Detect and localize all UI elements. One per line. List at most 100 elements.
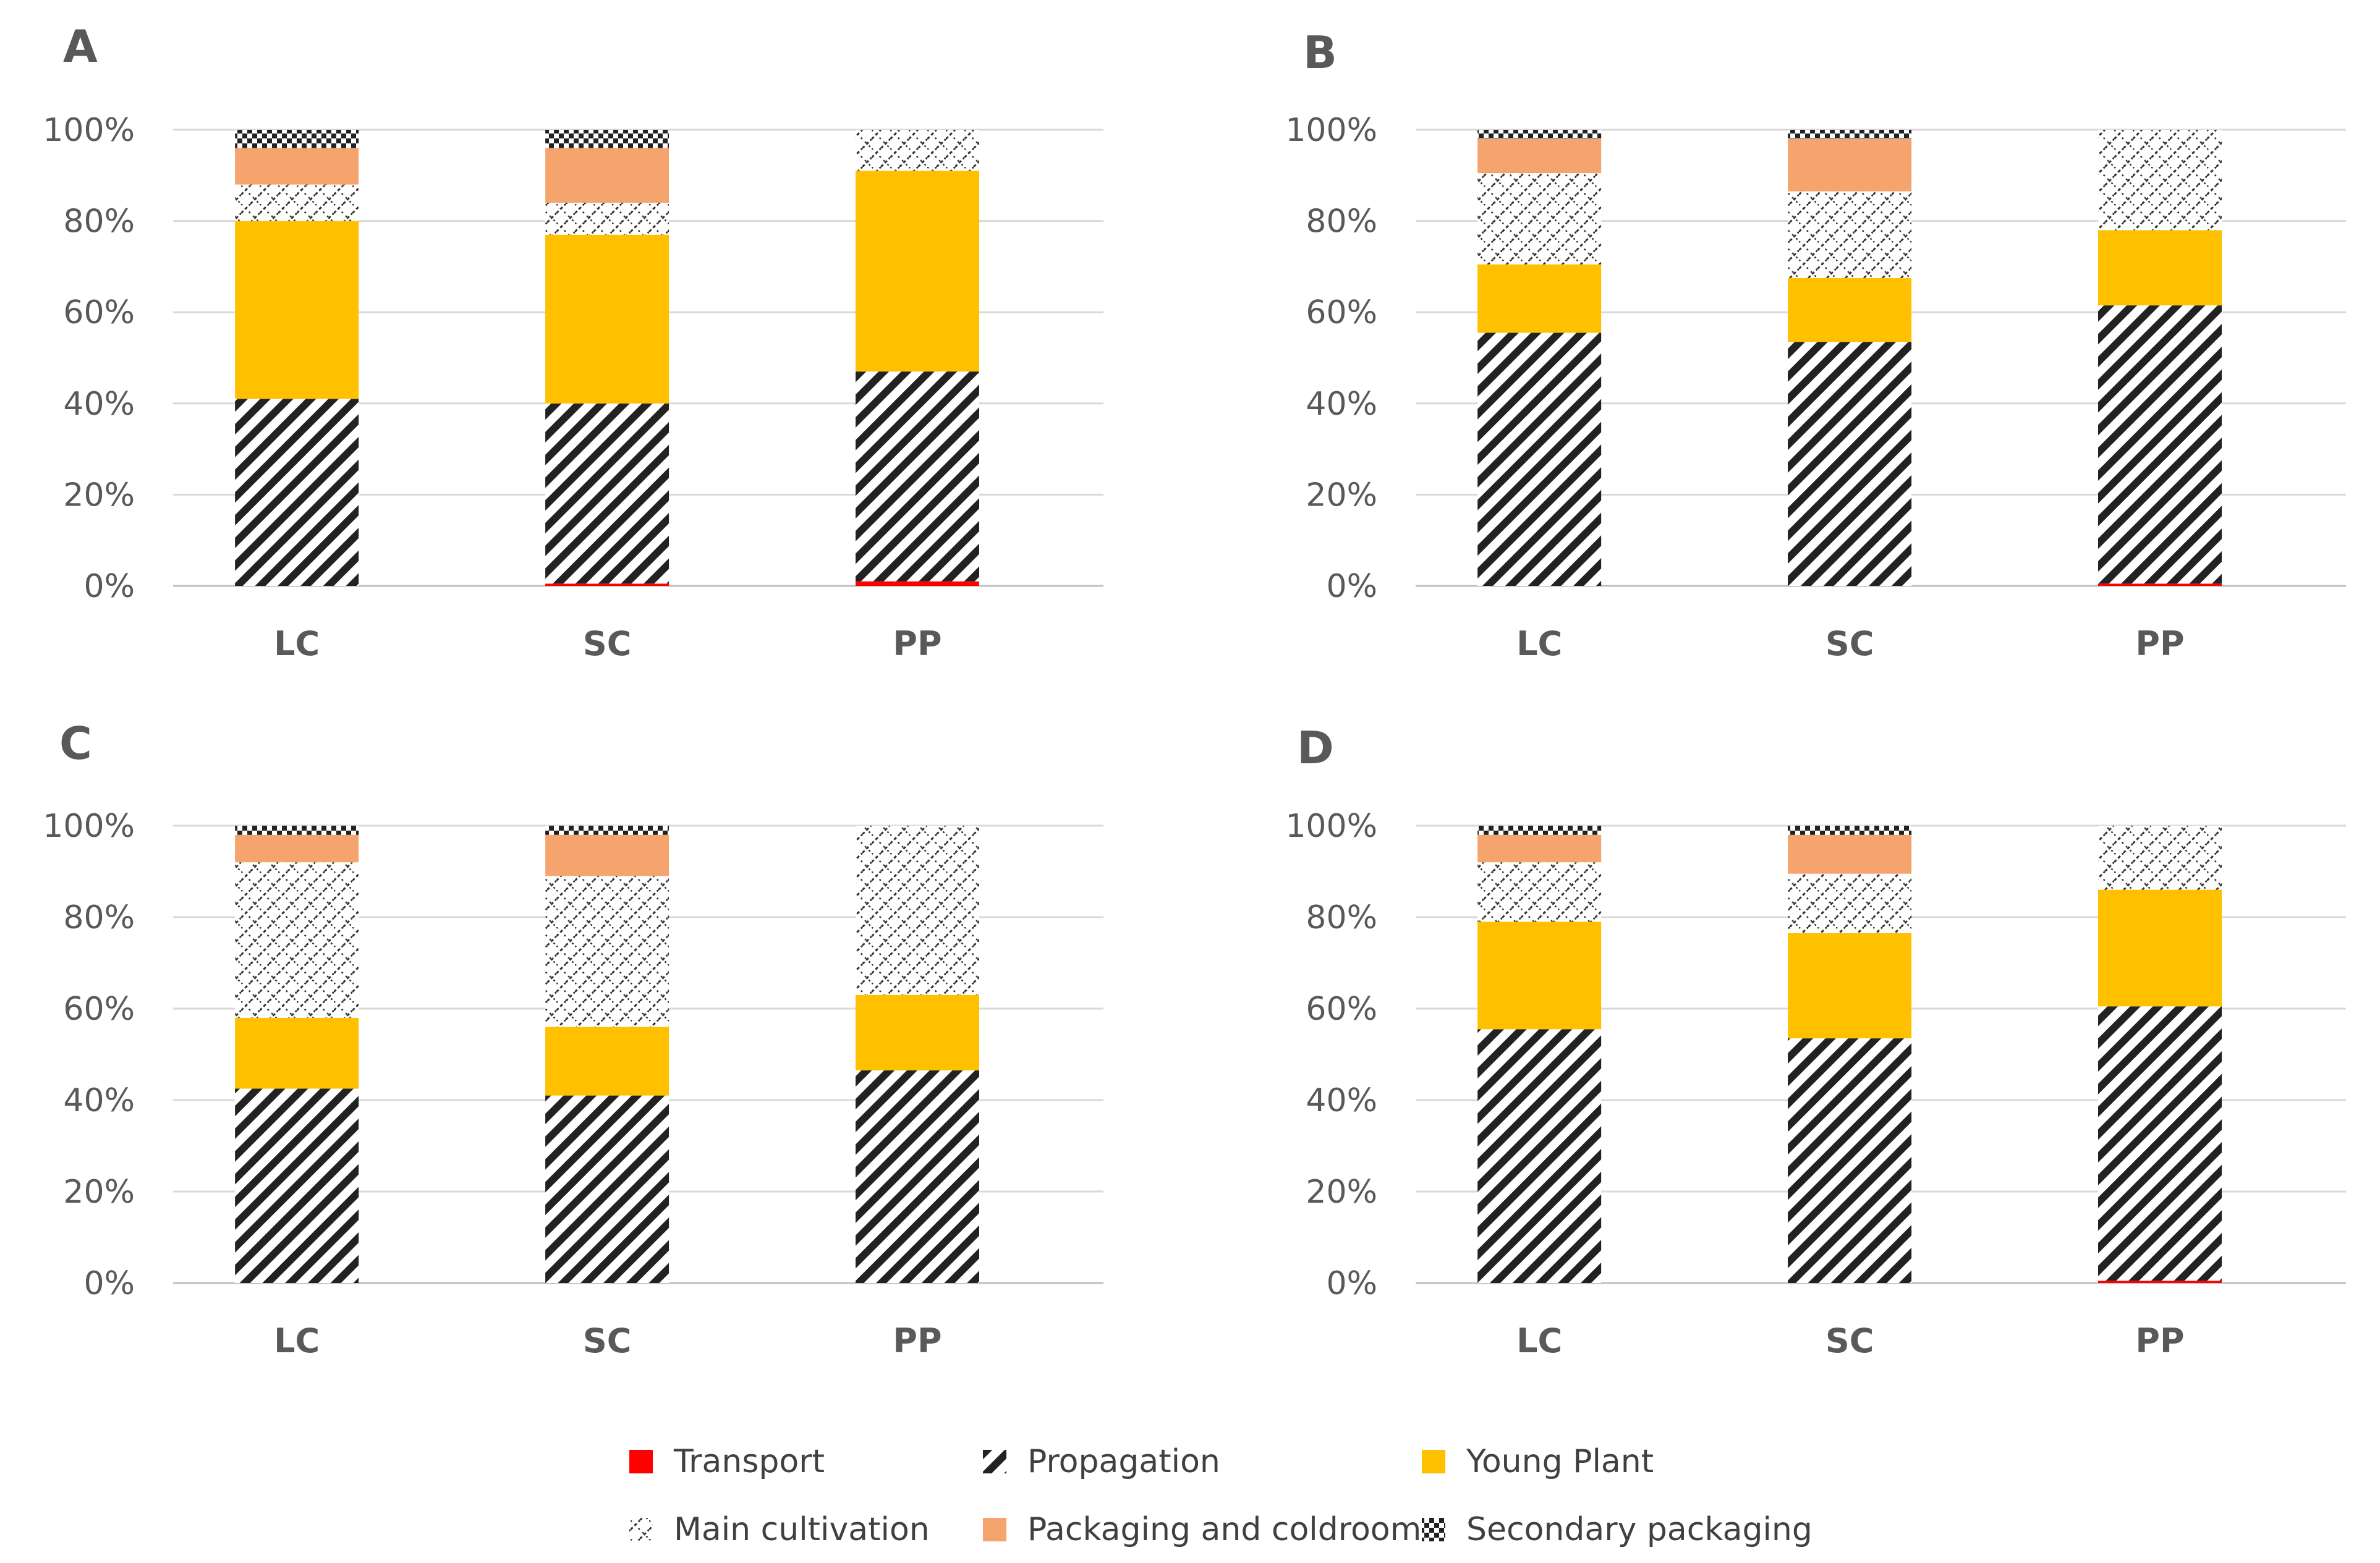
bar-segment-propagation xyxy=(2098,1006,2222,1281)
bar-segment-main-cultivation xyxy=(1788,873,1912,933)
legend-swatch xyxy=(983,1450,1006,1473)
bar-segment-propagation xyxy=(545,403,669,584)
bar-lc xyxy=(1477,130,1602,586)
y-tick-label: 80% xyxy=(63,899,135,936)
bar-segment-propagation xyxy=(235,1088,359,1283)
y-tick-label: 40% xyxy=(1306,1082,1377,1119)
bar-segment-young-plant xyxy=(2098,230,2222,306)
bar-segment-propagation xyxy=(856,1070,979,1283)
y-tick-label: 40% xyxy=(63,1082,135,1119)
legend-label: Packaging and coldroom xyxy=(1027,1511,1421,1548)
x-category-label: PP xyxy=(893,624,941,663)
bar-segment-propagation xyxy=(2098,305,2222,584)
panel-letter: A xyxy=(63,20,98,72)
y-tick-label: 80% xyxy=(1306,203,1377,240)
legend-item-propagation: Propagation xyxy=(983,1443,1220,1480)
bar-segment-packaging xyxy=(1788,834,1912,874)
bar-segment-main-cultivation xyxy=(1477,862,1602,922)
x-category-label: PP xyxy=(893,1321,941,1360)
legend-item-young-plant: Young Plant xyxy=(1422,1443,1654,1480)
x-category-label: SC xyxy=(583,624,632,663)
bar-segment-secondary xyxy=(1477,826,1602,835)
panel-d: D 0% 20% 40% 60% 80% 100% LC SC PP xyxy=(1285,722,2346,1360)
legend-item-packaging: Packaging and coldroom xyxy=(983,1511,1421,1548)
y-tick-label: 20% xyxy=(1306,477,1377,514)
panel-letter: B xyxy=(1303,27,1337,78)
legend: Transport Propagation Young Plant Main cult… xyxy=(629,1443,1813,1548)
y-tick-label: 0% xyxy=(84,568,135,605)
bar-segment-propagation xyxy=(1788,342,1912,586)
bar-pp xyxy=(2098,826,2222,1283)
y-tick-label: 100% xyxy=(1285,112,1377,149)
bar-segment-propagation xyxy=(545,1095,669,1283)
bar-segment-packaging xyxy=(545,148,669,203)
bar-pp xyxy=(856,826,979,1283)
legend-item-transport: Transport xyxy=(629,1443,825,1480)
bar-sc xyxy=(545,826,669,1283)
bar-segment-young-plant xyxy=(856,994,979,1070)
y-tick-label: 40% xyxy=(1306,386,1377,423)
legend-label: Propagation xyxy=(1027,1443,1220,1480)
x-category-label: LC xyxy=(274,624,320,663)
bar-segment-young-plant xyxy=(1477,264,1602,333)
bar-segment-propagation xyxy=(1477,1029,1602,1283)
bar-segment-secondary xyxy=(545,826,669,835)
x-category-label: LC xyxy=(1516,624,1562,663)
bar-segment-young-plant xyxy=(1788,933,1912,1039)
y-tick-label: 40% xyxy=(63,386,135,423)
bar-segment-main-cultivation xyxy=(2098,826,2222,890)
y-tick-label: 0% xyxy=(84,1265,135,1302)
bar-segment-propagation xyxy=(856,371,979,582)
legend-item-main-cultivation: Main cultivation xyxy=(629,1511,930,1548)
bar-segment-young-plant xyxy=(235,1017,359,1089)
legend-label: Young Plant xyxy=(1466,1443,1654,1480)
bar-segment-propagation xyxy=(1788,1038,1912,1283)
bar-pp xyxy=(2098,130,2222,586)
y-tick-label: 20% xyxy=(1306,1174,1377,1211)
legend-swatch xyxy=(629,1450,653,1473)
bar-segment-packaging xyxy=(235,148,359,185)
bar-sc xyxy=(545,130,669,586)
panel-letter: C xyxy=(59,718,92,769)
legend-label: Transport xyxy=(673,1443,825,1480)
y-tick-label: 80% xyxy=(1306,899,1377,936)
bar-segment-young-plant xyxy=(2098,889,2222,1007)
bar-segment-secondary xyxy=(1477,130,1602,139)
legend-swatch xyxy=(629,1518,653,1541)
bar-segment-transport xyxy=(2098,583,2222,586)
panel-letter: D xyxy=(1297,722,1334,774)
legend-swatch xyxy=(983,1518,1006,1541)
bar-segment-main-cultivation xyxy=(545,203,669,235)
legend-item-secondary: Secondary packaging xyxy=(1422,1511,1813,1548)
bar-segment-main-cultivation xyxy=(545,876,669,1027)
y-tick-label: 0% xyxy=(1327,568,1378,605)
bar-segment-young-plant xyxy=(545,234,669,404)
bar-segment-main-cultivation xyxy=(2098,130,2222,231)
legend-label: Main cultivation xyxy=(674,1511,930,1548)
x-category-label: SC xyxy=(1825,1321,1874,1360)
bar-segment-young-plant xyxy=(856,171,979,372)
legend-label: Secondary packaging xyxy=(1466,1511,1813,1548)
x-category-label: LC xyxy=(274,1321,320,1360)
y-tick-label: 100% xyxy=(43,112,135,149)
legend-swatch xyxy=(1422,1450,1445,1473)
y-tick-label: 20% xyxy=(63,477,135,514)
y-tick-label: 20% xyxy=(63,1174,135,1211)
bar-sc xyxy=(1788,826,1912,1283)
bar-segment-propagation xyxy=(235,399,359,586)
x-category-label: LC xyxy=(1516,1321,1562,1360)
y-tick-label: 100% xyxy=(43,808,135,845)
x-category-label: PP xyxy=(2135,1321,2184,1360)
bar-segment-packaging xyxy=(1477,138,1602,174)
y-tick-label: 60% xyxy=(1306,991,1377,1028)
bar-segment-propagation xyxy=(1477,333,1602,586)
y-tick-label: 80% xyxy=(63,203,135,240)
bar-segment-main-cultivation xyxy=(856,130,979,171)
bar-segment-transport xyxy=(2098,1281,2222,1283)
panels-group: A 0% 20% 40% 60% 80% 100% LC SC PP B 0% 20% 40% 60% 80%… xyxy=(43,20,2346,1360)
bar-segment-main-cultivation xyxy=(856,826,979,995)
y-tick-label: 60% xyxy=(1306,294,1377,331)
panel-c: C 0% 20% 40% 60% 80% 100% LC SC PP xyxy=(43,718,1103,1360)
panel-b: B 0% 20% 40% 60% 80% 100% LC SC PP xyxy=(1285,27,2346,663)
